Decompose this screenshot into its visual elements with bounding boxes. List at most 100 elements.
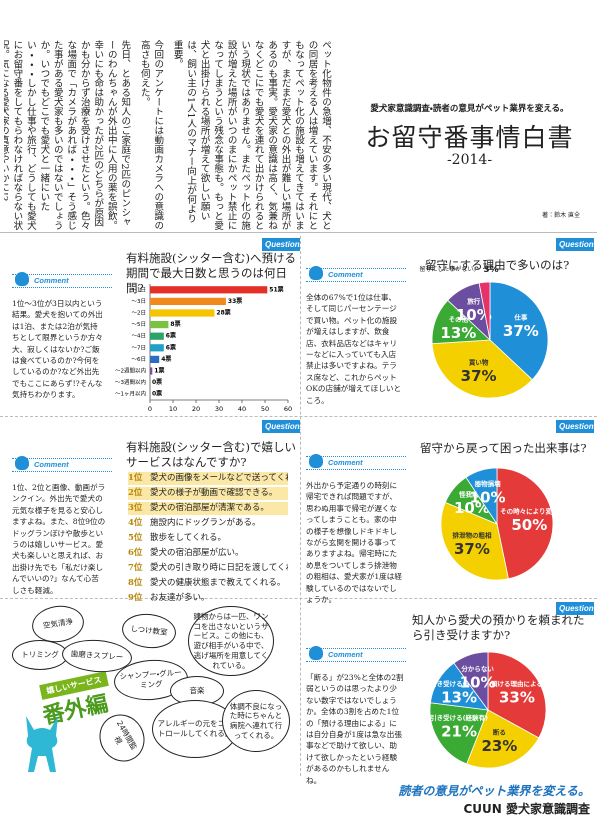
comment-text: 外出から予定通りの時刻に帰宅できれば問題ですが、思わぬ用事で帰宅が遅くなってしま… [306,481,402,604]
value-label: 0票 [152,378,162,386]
slice-value: 23% [481,737,517,755]
slice-value: 37% [454,540,490,558]
comment-tag: Comment [12,456,112,472]
y-tick-label: 〜1日 [132,286,147,293]
subtitle: 愛犬家意識調査・読者の意見がペット業界を変える。 [370,104,569,114]
comment-text: 全体の67%で1位は仕事、そして同じパーセンテージで買い物。ペット化の施設が増え… [306,293,402,405]
ranking-row: 7位愛犬の引き取り時に日記を渡してくれる。 [128,562,288,575]
comment-tag: Comment [306,266,406,282]
rank-text: 愛犬の引き取り時に日記を渡してくれる。 [150,563,288,573]
dog-silhouette [26,716,58,772]
rule [0,416,597,417]
rank-label: 7位 [128,563,143,573]
x-tick-label: 60 [284,405,292,413]
dog-shape [26,716,58,772]
bar [150,309,215,317]
question-tag: Question. [556,420,596,433]
value-label: 8票 [170,320,180,328]
x-tick-label: 40 [238,405,246,413]
rank-label: 1位 [128,473,143,483]
question-tag: Question. [262,420,302,433]
ranking-row: 6位 愛犬の宿泊部屋が広い。 [128,547,288,560]
rank-label: 6位 [128,548,143,558]
y-tick-label: 〜2日 [132,310,147,317]
value-label: 33票 [228,297,242,305]
year: -2014- [446,152,493,168]
slice-label: 引き受ける(未経験) [430,679,488,688]
rank-label: 9位 [128,593,143,603]
bar [150,332,164,340]
slice-label: 断る [493,728,506,737]
y-tick-label: 〜4日 [132,333,147,340]
bubble: 建物からは一匹、ワンコを出さないというサービス。この他にも、遊び相手がいる中で、… [188,606,274,676]
comment-tag: Comment [306,454,406,470]
ranking-row: 4位 施設内にドッグランがある。 [128,517,288,530]
pie-slice [478,281,491,341]
bar [150,344,164,352]
slice-label: 器物損壊 [475,479,502,488]
slice-value: 10% [456,306,492,324]
rank-text: 散歩をしてくれる。 [150,533,226,543]
slice-label: その時々により変化 [500,507,559,516]
y-tick-label: 〜7日 [132,344,147,351]
y-tick-label: 〜3日 [132,298,147,305]
rank-text: お友達が多い。 [150,593,210,603]
y-tick-label: 〜1ヶ月以内 [115,390,146,398]
pie-slice [429,702,489,765]
pie-slice [489,281,549,381]
slice-label: 留守にした事がない。 [419,265,479,273]
footer-tagline: 読者の意見がペット業界を変える。 [398,784,590,798]
chart-title: 知人から愛犬の預かりを頼まれたら引き受けますか? [412,613,585,642]
ranking-row: 9位 お友達が多い。 [128,592,288,605]
slice-label: 怪我病気 [459,489,486,498]
chart-title: 有料施設(シッター含む)で嬉しいサービスはなんですか? [126,440,296,469]
question-tag: Question. [262,238,302,251]
slice-value: 37% [503,322,539,340]
rank-label: 5位 [128,533,143,543]
y-tick-label: 〜3週間以内 [115,378,146,386]
rank-text: 愛犬の様子が動画で確認できる。 [150,488,278,498]
chart-title: 留守にする理由で多いのは? [425,258,570,272]
bubble: 体調不良になった時にちゃんと病院へ連れて行ってくれる。 [222,690,290,752]
comment-tag: Comment [306,646,406,662]
bar [150,367,153,375]
comment-tag: Comment [12,272,112,288]
chart-title: 有料施設(シッター含む)へ預ける期間で最大日数と思うのは何日間? [126,251,296,295]
pie-slice [487,651,547,739]
pie-slice [466,709,540,769]
bubble: トリミング [12,640,68,670]
slice-label: 旅行 [466,297,481,306]
x-tick-label: 30 [215,405,223,413]
rule [0,232,597,233]
slice-value: 13% [440,324,476,342]
chart-title: 留守から戻って困った出来事は? [420,441,587,455]
question-tag: Question. [556,602,596,615]
rank-label: 8位 [128,578,143,588]
rank-text: 愛犬の宿泊部屋が清潔である。 [150,503,269,513]
y-tick-label: 〜6日 [132,356,147,363]
rank-label: 4位 [128,518,143,528]
ranking-row: 3位 愛犬の宿泊部屋が清潔である。 [128,502,288,515]
value-label: 0票 [152,390,162,398]
bar [150,286,268,294]
intro-paragraph: 先日、とある知人のご家庭で2匹のピンシャーのわんちゃんが外出中に人用の薬を誤飲。… [4,40,131,230]
bar [150,321,169,329]
value-label: 51票 [269,285,283,293]
bar [150,297,226,305]
rule [0,598,597,599]
value-label: 6票 [166,343,176,351]
bar [150,355,160,363]
comment-text: 1位〜3位が3日以内という結果。愛犬を抱いての外出は1泊、または2泊が気持ちとし… [12,299,103,400]
y-tick-label: 〜5日 [132,321,147,328]
slice-label: その他 [449,315,469,324]
slice-label: 分からない [460,664,494,673]
rank-label: 3位 [128,503,143,513]
rank-text: 愛犬の宿泊部屋が広い。 [150,548,244,558]
x-tick-label: 50 [261,405,269,413]
rank-label: 2位 [128,488,143,498]
question-tag: Question. [556,238,596,251]
slice-value: 37% [461,367,497,385]
ranking-row: 5位 散歩をしてくれる。 [128,532,288,545]
